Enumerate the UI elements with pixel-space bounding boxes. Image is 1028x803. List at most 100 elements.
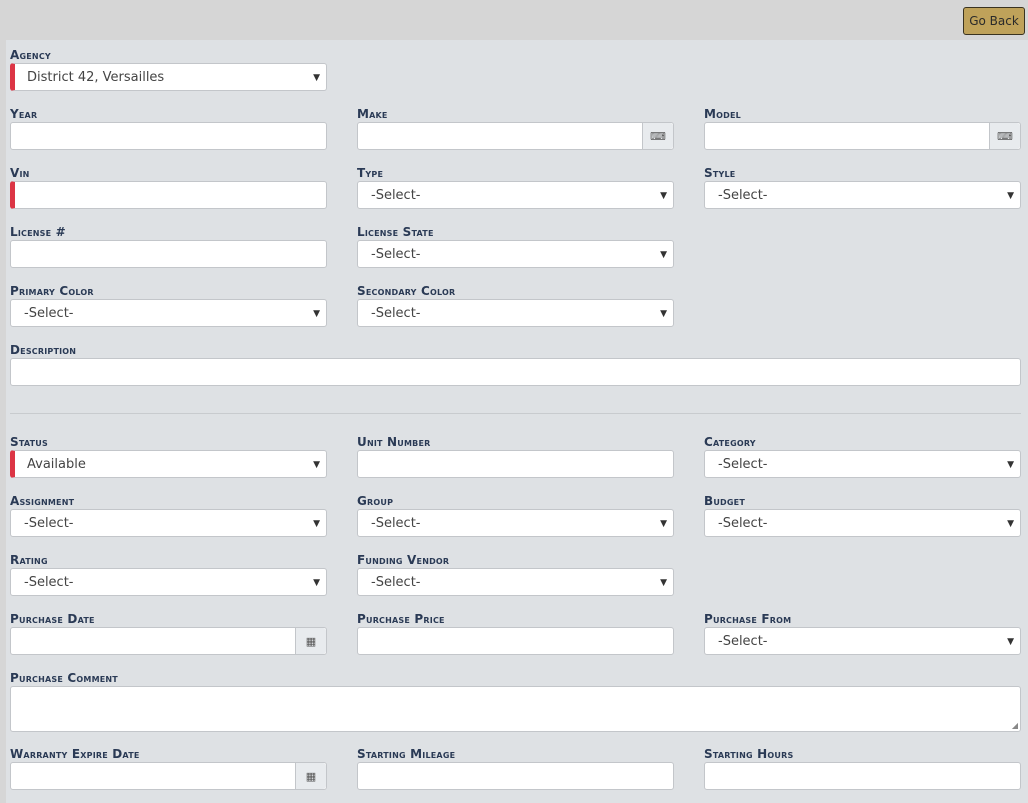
assignment-select[interactable]: -Select- ▼ bbox=[10, 509, 327, 537]
rating-select[interactable]: -Select- ▼ bbox=[10, 568, 327, 596]
section-divider bbox=[10, 413, 1021, 414]
funding-vendor-field: Funding Vendor -Select- ▼ bbox=[357, 553, 674, 596]
warranty-expire-date-label: Warranty Expire Date bbox=[10, 747, 140, 761]
purchase-price-input[interactable] bbox=[357, 627, 674, 655]
caret-down-icon: ▼ bbox=[660, 309, 667, 319]
caret-down-icon: ▼ bbox=[660, 519, 667, 529]
budget-field: Budget -Select- ▼ bbox=[704, 494, 1021, 537]
calendar-icon[interactable]: ▦ bbox=[295, 628, 326, 654]
primary-color-select[interactable]: -Select- ▼ bbox=[10, 299, 327, 327]
top-bar: Go Back bbox=[0, 0, 1028, 40]
purchase-date-field: Purchase Date ▦ bbox=[10, 612, 327, 655]
group-select[interactable]: -Select- ▼ bbox=[357, 509, 674, 537]
agency-value: District 42, Versailles bbox=[27, 69, 165, 85]
status-field: Status Available ▼ bbox=[10, 435, 327, 478]
style-value: -Select- bbox=[718, 187, 768, 203]
assignment-field: Assignment -Select- ▼ bbox=[10, 494, 327, 537]
type-select[interactable]: -Select- ▼ bbox=[357, 181, 674, 209]
caret-down-icon: ▼ bbox=[1007, 519, 1014, 529]
category-select[interactable]: -Select- ▼ bbox=[704, 450, 1021, 478]
rating-value: -Select- bbox=[24, 574, 74, 590]
purchase-comment-textarea[interactable]: ◢ bbox=[10, 686, 1021, 732]
license-state-select[interactable]: -Select- ▼ bbox=[357, 240, 674, 268]
status-select[interactable]: Available ▼ bbox=[10, 450, 327, 478]
secondary-color-label: Secondary Color bbox=[357, 284, 456, 298]
vehicle-form: Agency District 42, Versailles ▼ Year Mak… bbox=[6, 40, 1028, 803]
purchase-from-select[interactable]: -Select- ▼ bbox=[704, 627, 1021, 655]
funding-vendor-select[interactable]: -Select- ▼ bbox=[357, 568, 674, 596]
description-label: Description bbox=[10, 343, 77, 357]
starting-mileage-input[interactable] bbox=[357, 762, 674, 790]
make-input[interactable]: ⌨ bbox=[357, 122, 674, 150]
make-field: Make ⌨ bbox=[357, 107, 674, 150]
style-field: Style -Select- ▼ bbox=[704, 166, 1021, 209]
model-input[interactable]: ⌨ bbox=[704, 122, 1021, 150]
resize-grip-icon[interactable]: ◢ bbox=[1011, 721, 1018, 730]
description-input[interactable] bbox=[10, 358, 1021, 386]
secondary-color-value: -Select- bbox=[371, 305, 421, 321]
purchase-from-label: Purchase From bbox=[704, 612, 792, 626]
starting-hours-input[interactable] bbox=[704, 762, 1021, 790]
purchase-date-input[interactable]: ▦ bbox=[10, 627, 327, 655]
purchase-price-field: Purchase Price bbox=[357, 612, 674, 655]
starting-mileage-label: Starting Mileage bbox=[357, 747, 456, 761]
type-label: Type bbox=[357, 166, 384, 180]
agency-label: Agency bbox=[10, 48, 51, 62]
funding-vendor-value: -Select- bbox=[371, 574, 421, 590]
budget-label: Budget bbox=[704, 494, 745, 508]
status-label: Status bbox=[10, 435, 48, 449]
rating-label: Rating bbox=[10, 553, 48, 567]
warranty-expire-date-field: Warranty Expire Date ▦ bbox=[10, 747, 327, 790]
purchase-price-label: Purchase Price bbox=[357, 612, 445, 626]
caret-down-icon: ▼ bbox=[313, 309, 320, 319]
unit-number-field: Unit Number bbox=[357, 435, 674, 478]
rating-field: Rating -Select- ▼ bbox=[10, 553, 327, 596]
warranty-expire-date-input[interactable]: ▦ bbox=[10, 762, 327, 790]
primary-color-label: Primary Color bbox=[10, 284, 94, 298]
caret-down-icon: ▼ bbox=[1007, 460, 1014, 470]
unit-number-input[interactable] bbox=[357, 450, 674, 478]
model-field: Model ⌨ bbox=[704, 107, 1021, 150]
type-value: -Select- bbox=[371, 187, 421, 203]
go-back-button[interactable]: Go Back bbox=[963, 7, 1025, 35]
purchase-from-value: -Select- bbox=[718, 633, 768, 649]
keyboard-icon[interactable]: ⌨ bbox=[642, 123, 673, 149]
assignment-value: -Select- bbox=[24, 515, 74, 531]
purchase-from-field: Purchase From -Select- ▼ bbox=[704, 612, 1021, 655]
caret-down-icon: ▼ bbox=[660, 250, 667, 260]
category-field: Category -Select- ▼ bbox=[704, 435, 1021, 478]
make-label: Make bbox=[357, 107, 388, 121]
style-label: Style bbox=[704, 166, 736, 180]
caret-down-icon: ▼ bbox=[313, 519, 320, 529]
starting-hours-field: Starting Hours bbox=[704, 747, 1021, 790]
funding-vendor-label: Funding Vendor bbox=[357, 553, 450, 567]
license-state-label: License State bbox=[357, 225, 434, 239]
caret-down-icon: ▼ bbox=[313, 578, 320, 588]
assignment-label: Assignment bbox=[10, 494, 75, 508]
caret-down-icon: ▼ bbox=[1007, 191, 1014, 201]
caret-down-icon: ▼ bbox=[313, 73, 320, 83]
year-input[interactable] bbox=[10, 122, 327, 150]
secondary-color-field: Secondary Color -Select- ▼ bbox=[357, 284, 674, 327]
vin-input[interactable] bbox=[10, 181, 327, 209]
primary-color-value: -Select- bbox=[24, 305, 74, 321]
vin-field: Vin bbox=[10, 166, 327, 209]
license-input[interactable] bbox=[10, 240, 327, 268]
secondary-color-select[interactable]: -Select- ▼ bbox=[357, 299, 674, 327]
purchase-date-label: Purchase Date bbox=[10, 612, 95, 626]
agency-field: Agency District 42, Versailles ▼ bbox=[10, 48, 327, 91]
caret-down-icon: ▼ bbox=[660, 191, 667, 201]
budget-select[interactable]: -Select- ▼ bbox=[704, 509, 1021, 537]
style-select[interactable]: -Select- ▼ bbox=[704, 181, 1021, 209]
type-field: Type -Select- ▼ bbox=[357, 166, 674, 209]
year-label: Year bbox=[10, 107, 38, 121]
status-value: Available bbox=[27, 456, 86, 472]
model-label: Model bbox=[704, 107, 741, 121]
license-state-value: -Select- bbox=[371, 246, 421, 262]
calendar-icon[interactable]: ▦ bbox=[295, 763, 326, 789]
purchase-comment-field: Purchase Comment ◢ bbox=[10, 671, 1021, 732]
agency-select[interactable]: District 42, Versailles ▼ bbox=[10, 63, 327, 91]
unit-number-label: Unit Number bbox=[357, 435, 431, 449]
caret-down-icon: ▼ bbox=[660, 578, 667, 588]
keyboard-icon[interactable]: ⌨ bbox=[989, 123, 1020, 149]
